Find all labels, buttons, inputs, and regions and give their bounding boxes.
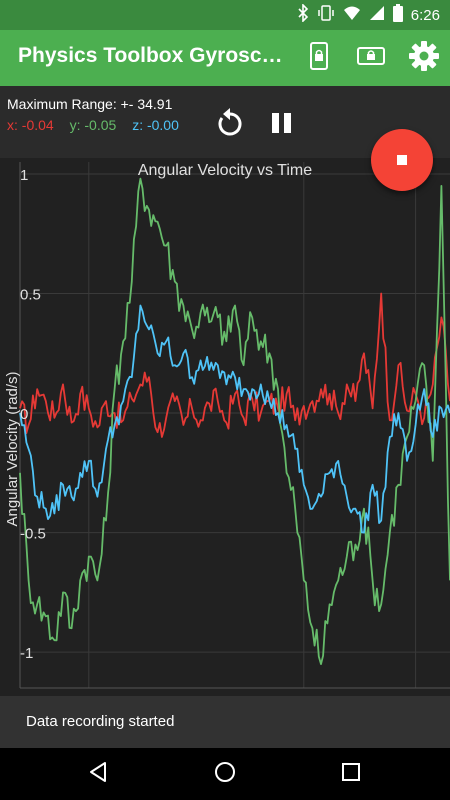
- series-x-line: [19, 292, 450, 438]
- phone-lock-icon: [309, 41, 329, 75]
- y-axis-label: Angular Velocity (rad/s): [4, 371, 21, 526]
- max-range-label: Maximum Range: +- 34.91: [7, 96, 173, 112]
- recents-square-icon: [341, 762, 361, 787]
- chart-title: Angular Velocity vs Time: [138, 162, 312, 179]
- phone-lock-button[interactable]: [301, 40, 337, 76]
- wifi-icon: [343, 5, 361, 26]
- angular-velocity-chart: 1 0.5 0 -0.5 -1 Angular Velocity vs Time Ang…: [4, 162, 450, 689]
- home-button[interactable]: [209, 758, 241, 790]
- vibrate-icon: [317, 4, 335, 27]
- cell-signal-icon: [369, 5, 385, 26]
- series-y-line: [19, 177, 450, 666]
- navigation-bar: [0, 748, 450, 800]
- refresh-icon: [212, 108, 248, 146]
- reset-button[interactable]: [212, 106, 248, 142]
- y-tick-label: -1: [20, 645, 33, 662]
- pause-icon: [264, 113, 300, 146]
- battery-icon: [392, 3, 403, 27]
- settings-button[interactable]: [406, 40, 442, 76]
- stop-icon: [397, 155, 407, 165]
- axis-readout: x: -0.04 y: -0.05 z: -0.00: [7, 117, 191, 133]
- stop-recording-button[interactable]: [371, 129, 433, 191]
- y-value: y: -0.05: [69, 117, 117, 133]
- series-z-line: [19, 304, 450, 534]
- z-value: z: -0.00: [132, 117, 179, 133]
- y-tick-label: 1: [20, 167, 28, 184]
- home-circle-icon: [214, 761, 236, 788]
- status-bar: 6:26: [0, 0, 450, 30]
- screen-lock-button[interactable]: [353, 40, 389, 76]
- y-tick-label: 0.5: [20, 287, 41, 304]
- y-tick-label: 0: [20, 406, 28, 423]
- screen-lock-icon: [357, 46, 385, 71]
- status-time: 6:26: [410, 6, 440, 24]
- x-value: x: -0.04: [7, 117, 54, 133]
- y-tick-label: -0.5: [20, 526, 46, 543]
- back-triangle-icon: [87, 761, 109, 788]
- back-button[interactable]: [82, 758, 114, 790]
- pause-button[interactable]: [264, 106, 300, 142]
- status-icons: 6:26: [297, 2, 440, 27]
- chart-area: 1 0.5 0 -0.5 -1 Angular Velocity vs Time Ang…: [0, 158, 450, 696]
- snackbar: Data recording started: [0, 696, 450, 748]
- snackbar-message: Data recording started: [26, 713, 175, 730]
- settings-gear-icon: [408, 40, 440, 77]
- app-bar: Physics Toolbox Gyroscope: [0, 30, 450, 86]
- recents-button[interactable]: [335, 758, 367, 790]
- bluetooth-icon: [297, 2, 309, 27]
- app-title: Physics Toolbox Gyroscope: [18, 44, 290, 67]
